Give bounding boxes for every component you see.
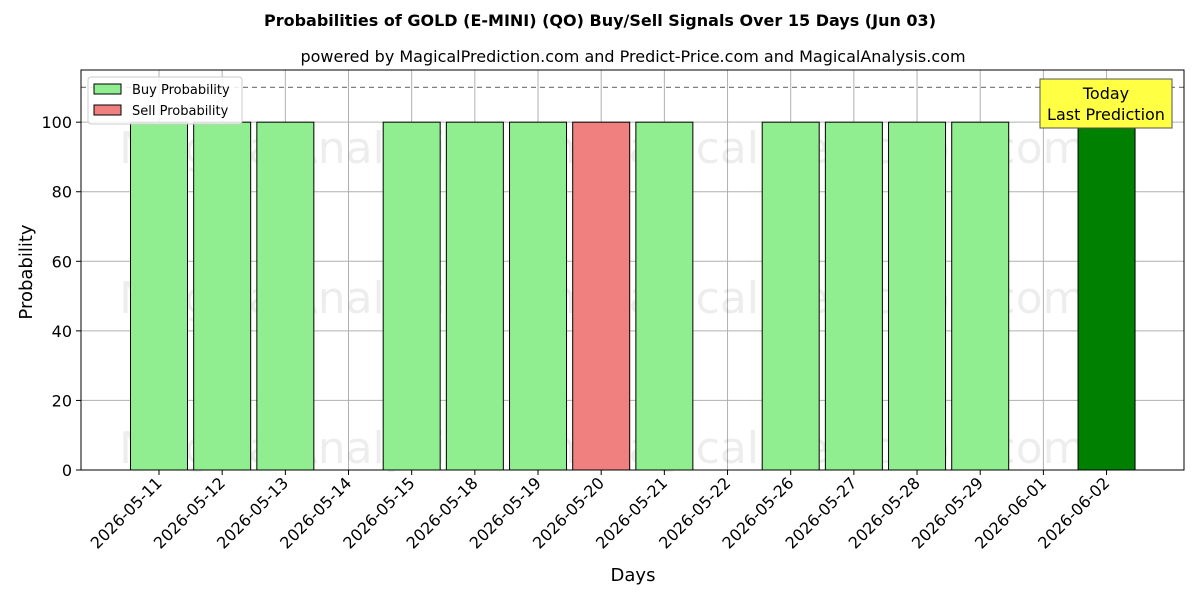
y-tick-label: 80 <box>52 183 72 202</box>
buy-bar <box>445 121 504 471</box>
buy-bar <box>635 121 694 471</box>
annotation: Today Last Prediction <box>1039 78 1173 129</box>
chart-title: Probabilities of GOLD (E-MINI) (QO) Buy/… <box>264 11 936 30</box>
buy-bar <box>824 121 883 471</box>
buy-bar <box>256 121 315 471</box>
y-tick-label: 60 <box>52 252 72 271</box>
buy-bar <box>1077 121 1136 471</box>
legend-box <box>87 76 243 125</box>
buy-bar <box>193 121 252 471</box>
buy-bar <box>130 121 188 471</box>
buy-bar <box>951 121 1010 471</box>
buy-bar <box>509 121 568 471</box>
buy-bar <box>382 121 441 471</box>
annotation-box <box>1039 78 1173 129</box>
annotation-line-1: Today <box>1082 84 1129 103</box>
bar-layer <box>130 121 1136 471</box>
y-tick-label: 100 <box>41 113 72 132</box>
legend-swatch-sell <box>93 104 122 116</box>
y-tick-label: 20 <box>52 391 72 410</box>
y-tick-label: 0 <box>62 461 72 480</box>
buy-bar <box>888 121 947 471</box>
legend-swatch-buy <box>93 83 122 95</box>
sell-bar <box>572 121 631 471</box>
y-tick-label: 40 <box>52 322 72 341</box>
y-axis-label: Probability <box>16 224 37 319</box>
chart-subtitle: powered by MagicalPrediction.com and Pre… <box>300 47 965 66</box>
plot-frame <box>80 69 1185 471</box>
annotation-line-2: Last Prediction <box>1047 105 1165 124</box>
x-axis-label: Days <box>611 565 656 586</box>
legend-label-buy: Buy Probability <box>132 83 230 98</box>
legend: Buy Probability Sell Probability <box>87 76 243 125</box>
buy-bar <box>761 121 820 471</box>
legend-label-sell: Sell Probability <box>132 104 229 119</box>
